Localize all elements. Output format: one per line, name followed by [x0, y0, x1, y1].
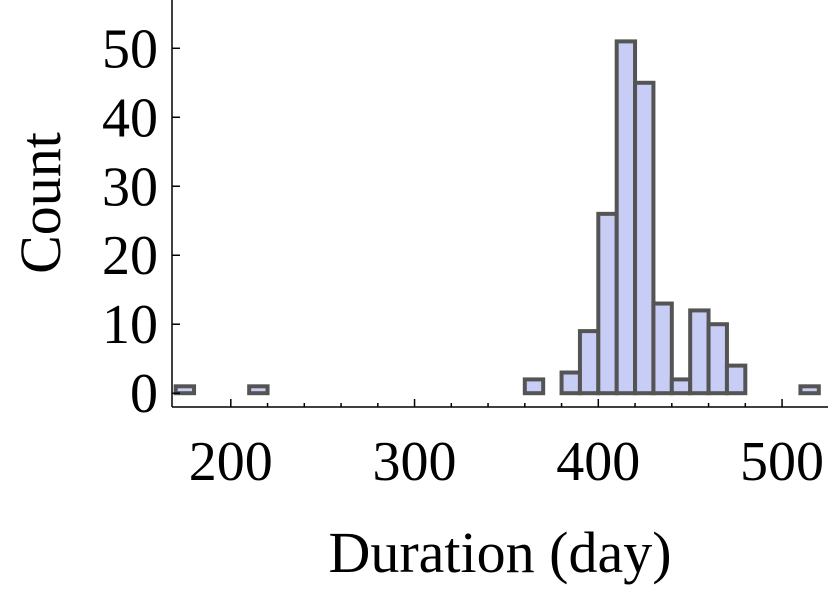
histogram-bar [522, 377, 546, 396]
x-tick-label: 300 [373, 431, 457, 493]
histogram-bar [706, 322, 729, 396]
y-ticks-group: 0 10 20 30 40 50 [102, 18, 180, 425]
x-axis-title: Duration (day) [328, 520, 671, 585]
axes-group [171, 0, 828, 408]
histogram-bar [559, 370, 582, 396]
histogram-bar [688, 308, 711, 396]
histogram-bar [577, 329, 601, 396]
histogram-bar [724, 363, 748, 396]
histogram-bar [173, 384, 197, 396]
bars-group [173, 39, 821, 396]
histogram-bar [669, 377, 693, 396]
y-tick-label: 40 [102, 87, 158, 149]
histogram-bar [247, 384, 270, 396]
y-tick-label: 30 [102, 156, 158, 218]
histogram-bar [651, 301, 674, 396]
y-tick-label: 0 [130, 363, 158, 425]
x-tick-label: 200 [189, 431, 273, 493]
x-tick-label: 500 [740, 431, 824, 493]
histogram-bar [596, 211, 619, 396]
y-axis-title: Count [8, 132, 73, 274]
histogram-bar [798, 384, 821, 396]
y-tick-label: 50 [102, 18, 158, 80]
histogram-bar [633, 80, 656, 396]
x-tick-label: 400 [556, 431, 640, 493]
histogram-bar [614, 39, 638, 396]
x-ticks-group: 200 300 400 500 [189, 399, 824, 493]
y-tick-label: 10 [102, 294, 158, 356]
y-tick-label: 20 [102, 225, 158, 287]
